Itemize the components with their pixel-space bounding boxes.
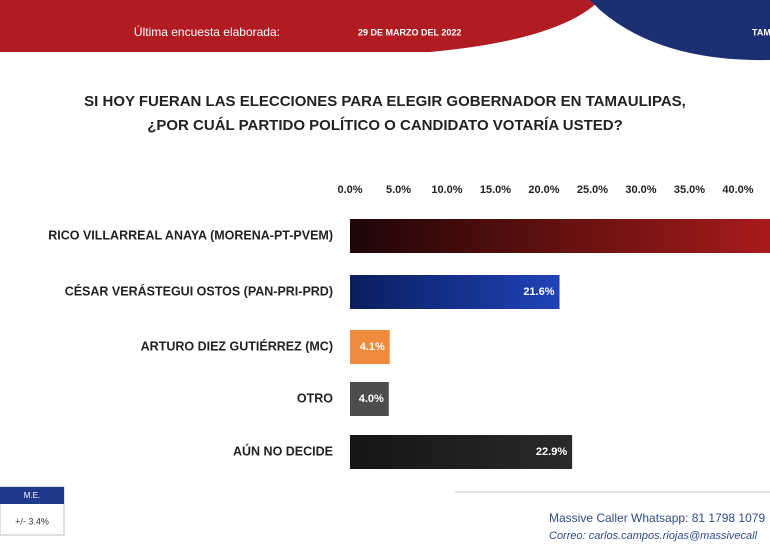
- bar: [350, 275, 560, 309]
- x-tick-label: 40.0%: [722, 184, 753, 196]
- x-tick-label: 10.0%: [431, 184, 462, 196]
- bar: [350, 435, 573, 469]
- footer-whatsapp: Massive Caller Whatsapp: 81 1798 1079: [549, 511, 765, 525]
- header-red: [0, 0, 600, 52]
- value-label: 4.1%: [360, 341, 385, 353]
- chart-title: SI HOY FUERAN LAS ELECCIONES PARA ELEGIR…: [84, 93, 686, 110]
- value-label: 4.0%: [359, 393, 384, 405]
- header-blue: [590, 0, 770, 61]
- x-tick-label: 25.0%: [577, 184, 608, 196]
- bar: [350, 382, 389, 416]
- footer-email: Correo: carlos.campos.riojas@massivecall: [549, 530, 758, 542]
- x-tick-label: 5.0%: [386, 184, 411, 196]
- chart-title: ¿POR CUÁL PARTIDO POLÍTICO O CANDIDATO V…: [147, 117, 623, 134]
- category-label: CÉSAR VERÁSTEGUI OSTOS (PAN-PRI-PRD): [65, 283, 333, 298]
- bar: [350, 330, 390, 364]
- me-value: +/- 3.4%: [15, 516, 49, 526]
- x-tick-label: 35.0%: [674, 184, 705, 196]
- category-label: RICO VILLARREAL ANAYA (MORENA-PT-PVEM): [48, 228, 333, 242]
- me-label: M.E.: [24, 491, 40, 500]
- category-label: ARTURO DIEZ GUTIÉRREZ (MC): [141, 338, 333, 353]
- me-header: [0, 487, 64, 504]
- x-tick-label: 30.0%: [625, 184, 656, 196]
- survey-label: Última encuesta elaborada:: [134, 24, 280, 39]
- x-tick-label: 15.0%: [480, 184, 511, 196]
- survey-date: 29 DE MARZO DEL 2022: [358, 27, 461, 37]
- value-label: 21.6%: [523, 286, 554, 298]
- x-tick-label: 0.0%: [337, 184, 362, 196]
- x-tick-label: 20.0%: [528, 184, 559, 196]
- value-label: 22.9%: [536, 446, 567, 458]
- header-right: TAM: [752, 27, 770, 37]
- bar: [350, 219, 770, 253]
- category-label: OTRO: [297, 391, 333, 405]
- category-label: AÚN NO DECIDE: [233, 443, 333, 458]
